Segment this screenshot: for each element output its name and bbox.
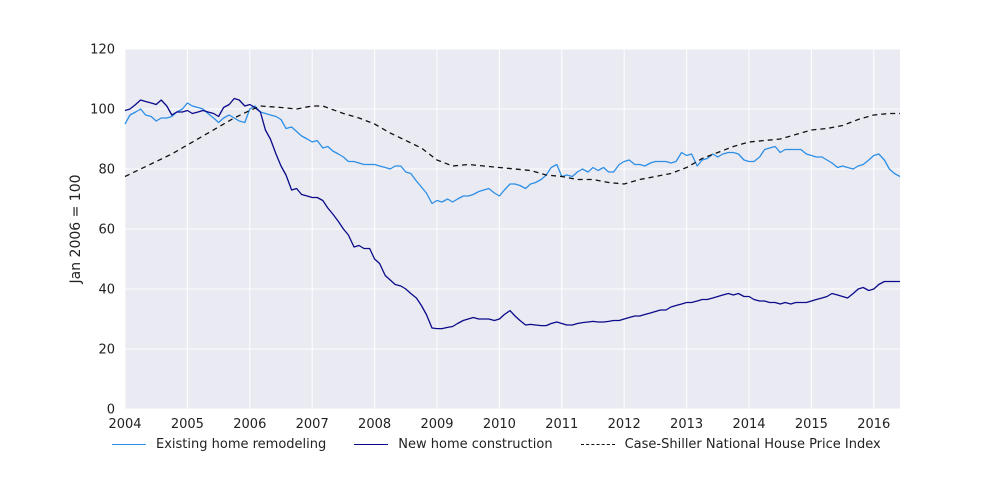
legend-item-existing-remodeling: Existing home remodeling bbox=[112, 437, 326, 452]
series-line-new-construction bbox=[124, 97, 900, 330]
legend-swatch-existing-remodeling bbox=[112, 444, 146, 445]
legend-swatch-case-shiller bbox=[580, 444, 615, 445]
x-tick-label: 2010 bbox=[483, 417, 516, 432]
series-layer bbox=[124, 97, 901, 330]
x-tick-label: 2008 bbox=[358, 417, 391, 432]
legend: Existing home remodeling New home constr… bbox=[112, 437, 881, 452]
x-tick-label: 2006 bbox=[233, 417, 266, 432]
x-tick-label: 2009 bbox=[420, 417, 453, 432]
y-tick-label: 80 bbox=[98, 163, 115, 178]
legend-swatch-new-construction bbox=[354, 444, 389, 445]
x-tick-label: 2007 bbox=[296, 417, 329, 432]
legend-label-new-construction: New home construction bbox=[398, 437, 553, 452]
legend-item-new-construction: New home construction bbox=[354, 437, 553, 452]
x-tick-label: 2011 bbox=[545, 417, 578, 432]
x-tick-label: 2005 bbox=[171, 417, 204, 432]
x-tick-label: 2016 bbox=[857, 417, 890, 432]
legend-label-case-shiller: Case-Shiller National House Price Index bbox=[624, 437, 881, 452]
y-tick-label: 120 bbox=[90, 43, 115, 58]
y-tick-label: 100 bbox=[90, 103, 115, 118]
x-tick-label: 2014 bbox=[732, 417, 765, 432]
y-tick-label: 40 bbox=[98, 283, 115, 298]
x-tick-label: 2004 bbox=[108, 417, 141, 432]
x-axis-ticks: 2004 2005 2006 2007 2008 2009 2010 2011 2012 2013… bbox=[108, 417, 890, 432]
y-axis-ticks: 0 20 40 60 80 100 120 bbox=[90, 43, 115, 418]
legend-item-case-shiller: Case-Shiller National House Price Index bbox=[580, 437, 881, 452]
legend-label-existing-remodeling: Existing home remodeling bbox=[156, 437, 327, 452]
y-axis-label: Jan 2006 = 100 bbox=[68, 174, 84, 284]
y-tick-label: 60 bbox=[98, 223, 115, 238]
series-line-case-shiller bbox=[124, 105, 900, 185]
y-tick-label: 20 bbox=[98, 343, 115, 358]
y-tick-label: 0 bbox=[107, 403, 115, 418]
x-tick-label: 2012 bbox=[608, 417, 641, 432]
x-tick-label: 2013 bbox=[670, 417, 703, 432]
x-tick-label: 2015 bbox=[795, 417, 828, 432]
